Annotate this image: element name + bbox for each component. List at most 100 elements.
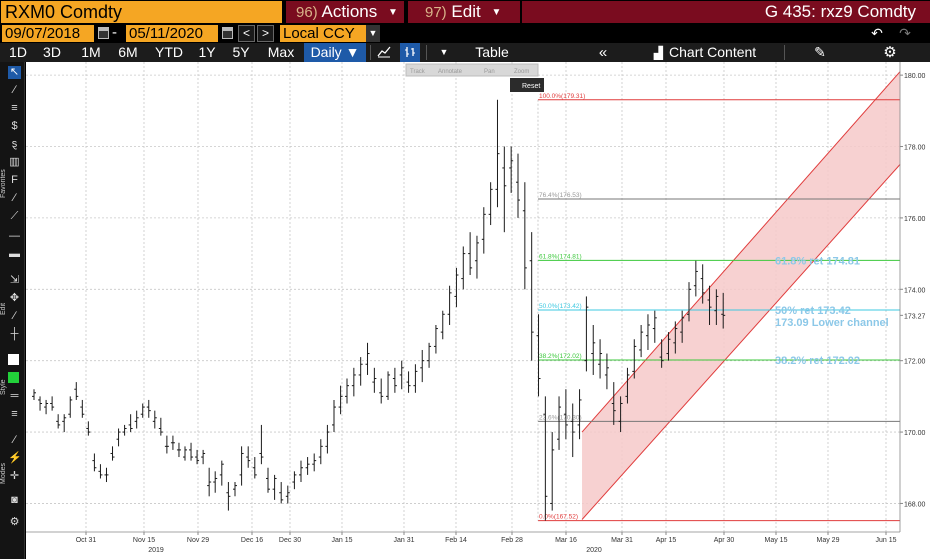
ohlc-bar — [693, 260, 698, 297]
ray-icon[interactable]: ⟋ — [10, 210, 19, 222]
end-date-input[interactable]: 05/11/2020 — [126, 25, 218, 42]
x-tick-label: Feb 28 — [501, 537, 523, 544]
y-tick-label: 180.00 — [904, 73, 926, 80]
pencil-icon[interactable]: ∕ — [13, 434, 16, 446]
fib-arc-icon[interactable]: $ — [11, 120, 18, 132]
chart-type-dropdown-icon[interactable]: ▼ — [439, 47, 449, 57]
y-tick-label: 176.00 — [904, 216, 926, 223]
x-tick-label: Nov 29 — [187, 537, 209, 544]
ohlc-bar — [116, 428, 121, 447]
settings-gear-icon[interactable]: ⚙ — [883, 44, 897, 61]
ohlc-bar — [632, 339, 637, 379]
calendar-icon[interactable] — [98, 27, 109, 39]
start-date-input[interactable]: 09/07/2018 — [2, 25, 94, 42]
ohlc-bar — [577, 389, 582, 440]
ohlc-bar — [645, 314, 650, 350]
currency-select[interactable]: Local CCY ▼ — [280, 25, 380, 42]
ohlc-bar — [570, 403, 575, 458]
channel-upper-line[interactable] — [581, 71, 901, 433]
x-tick-label: Mar 16 — [555, 537, 577, 544]
ohlc-bar — [189, 442, 194, 461]
prev-period-button[interactable]: < — [238, 25, 255, 42]
ohlc-bar — [183, 446, 187, 461]
currency-value: Local CCY — [283, 25, 355, 42]
resize-icon[interactable]: ⇲ — [9, 274, 20, 286]
ohlc-bar — [325, 424, 330, 454]
x-tick-label: Feb 14 — [445, 537, 467, 544]
color-white-swatch-icon[interactable] — [8, 354, 21, 367]
ohlc-bar — [652, 310, 657, 343]
chart-content-label: Chart Content — [669, 44, 757, 60]
edit-section-label: Edit — [0, 302, 7, 316]
gear-icon[interactable]: ⚙ — [9, 516, 20, 528]
color-green-swatch-icon[interactable] — [8, 372, 21, 385]
period-3d-button[interactable]: 3D — [43, 44, 61, 60]
draw-line-icon[interactable]: ∕ — [13, 310, 16, 322]
popup-track-option[interactable]: Track — [410, 69, 426, 75]
trendline-icon[interactable]: ∕ — [13, 84, 16, 96]
crosshair-icon[interactable]: ┼ — [10, 328, 19, 340]
ohlc-bar — [80, 399, 85, 418]
channel-lower-line[interactable] — [581, 164, 901, 520]
ticker-text: RXM0 Comdty — [5, 2, 123, 22]
period-1y-button[interactable]: 1Y — [198, 44, 216, 60]
line-style-icon[interactable]: ═ — [10, 390, 19, 402]
calendar-icon[interactable] — [222, 27, 233, 39]
ohlc-bar — [522, 182, 527, 290]
text-icon[interactable]: F — [11, 174, 18, 186]
period-1d-button[interactable]: 1D — [9, 44, 27, 60]
popup-pan-option[interactable]: Pan — [484, 69, 495, 75]
reset-zoom-button[interactable] — [510, 78, 544, 92]
actions-number: 96) — [296, 4, 318, 21]
pointer-icon[interactable]: ↖ — [8, 66, 21, 79]
ohlc-bar — [591, 324, 596, 375]
collapse-panel-button[interactable]: « — [598, 44, 608, 61]
lock-icon[interactable]: ◙ — [11, 494, 18, 506]
annotate-button[interactable]: ✎ — [814, 44, 826, 60]
x-axis: Oct 31 Nov 15 Nov 29 Dec 16 Dec 30 Jan 15 Jan … — [26, 531, 900, 554]
period-ytd-button[interactable]: YTD — [155, 44, 183, 60]
line-chart-icon[interactable] — [374, 43, 394, 62]
band-icon[interactable]: ▬ — [9, 248, 20, 260]
next-period-button[interactable]: > — [257, 25, 274, 42]
period-1m-button[interactable]: 1M — [81, 44, 101, 60]
ohlc-bar — [98, 464, 103, 479]
brush-icon[interactable]: ∕ — [13, 192, 16, 204]
popup-annotate-option[interactable]: Annotate — [438, 69, 463, 75]
edit-menu[interactable]: 97) Edit ▼ — [408, 1, 520, 23]
x-tick-label: Dec 16 — [241, 537, 263, 544]
ohlc-bar — [266, 467, 270, 493]
popup-zoom-option[interactable]: Zoom — [514, 69, 529, 75]
channel-icon[interactable]: ▥ — [9, 156, 20, 168]
horizontal-line-icon[interactable]: — — [9, 230, 20, 242]
chart-content-button[interactable]: ▟ Chart Content — [640, 43, 770, 62]
magic-icon[interactable]: ⚡ — [8, 452, 22, 464]
channel-fill[interactable] — [582, 71, 901, 520]
fib-time-icon[interactable]: ȿ — [11, 138, 18, 150]
actions-menu[interactable]: 96) Actions ▼ — [286, 1, 404, 23]
table-button[interactable]: Table — [475, 44, 509, 60]
ohlc-bar — [392, 367, 397, 393]
ohlc-bar — [379, 378, 384, 404]
date-range-bar: 09/07/2018 - 05/11/2020 < > Local CCY ▼ … — [0, 24, 930, 43]
move-icon[interactable]: ✥ — [9, 292, 20, 304]
fibonacci-icon[interactable]: ≡ — [11, 102, 18, 114]
period-6m-button[interactable]: 6M — [118, 44, 138, 60]
y-axis: 168.00 170.00 172.00 173.27 174.00 176.00 178.… — [899, 62, 926, 532]
redo-button[interactable]: ↷ — [899, 25, 911, 41]
price-chart[interactable]: 100.0%(179.31) 76.4%(176.53) 61.8%(174.81)… — [26, 62, 930, 559]
line-width-icon[interactable]: ≡ — [11, 408, 18, 420]
security-ticker[interactable]: RXM0 Comdty — [1, 1, 282, 23]
ohlc-bar — [543, 396, 548, 521]
period-max-button[interactable]: Max — [267, 44, 295, 60]
bar-chart-icon[interactable] — [400, 43, 420, 62]
undo-button[interactable]: ↶ — [871, 25, 883, 41]
regression-channel[interactable] — [581, 71, 901, 520]
mode-crosshair-icon[interactable]: ✛ — [9, 470, 20, 482]
fibonacci-retracement[interactable]: 100.0%(179.31) 76.4%(176.53) 61.8%(174.81)… — [537, 93, 900, 522]
favorites-label: Favorites — [0, 169, 7, 199]
interval-select[interactable]: Daily ▼ — [304, 43, 366, 62]
x-tick-label: Apr 15 — [656, 537, 677, 544]
period-5y-button[interactable]: 5Y — [232, 44, 250, 60]
